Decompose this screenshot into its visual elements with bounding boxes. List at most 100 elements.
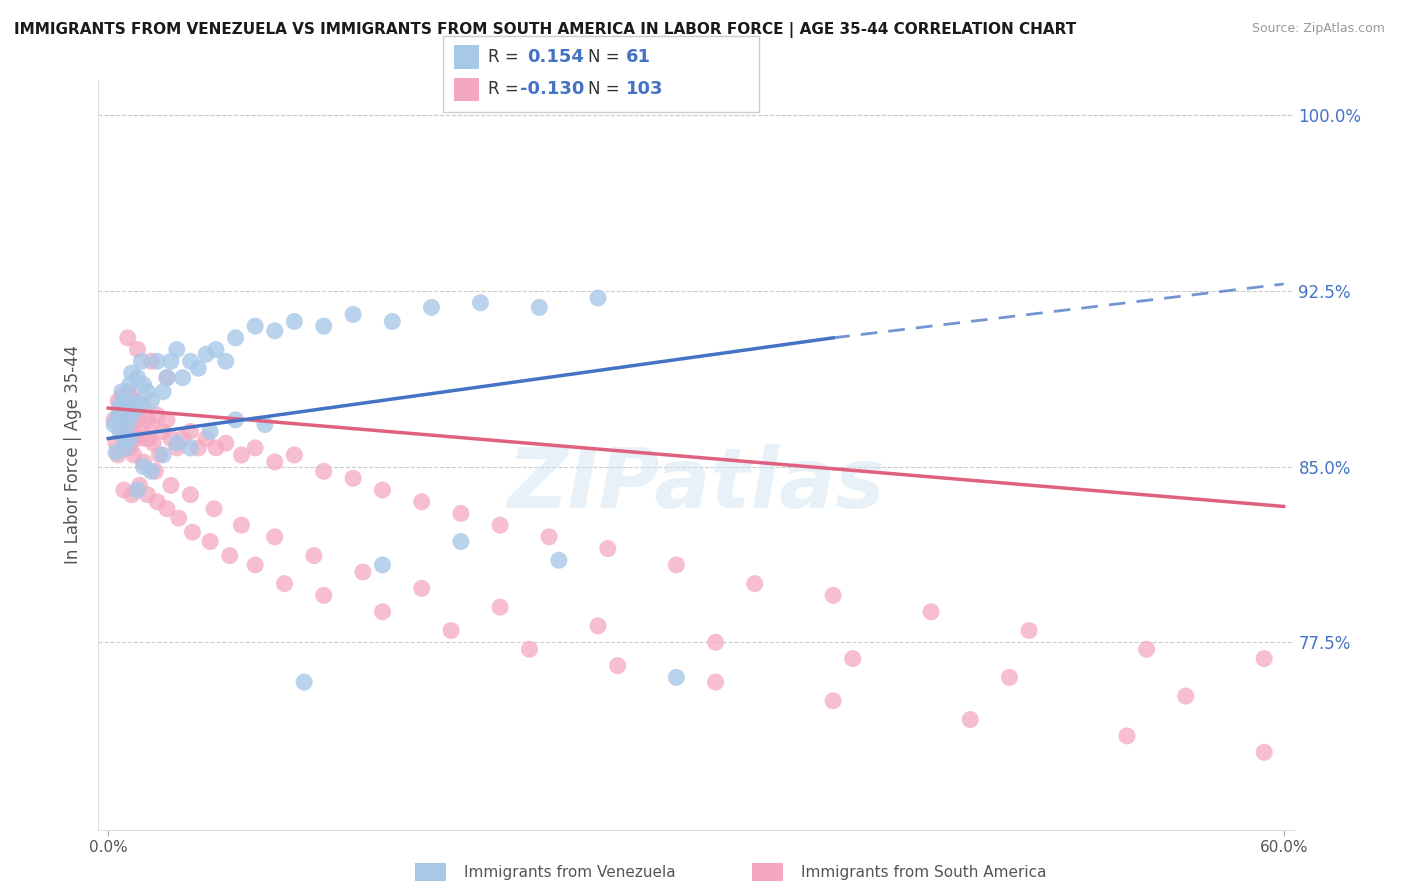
Point	[112, 483, 135, 497]
Point	[195, 347, 218, 361]
Point	[107, 408, 129, 422]
Text: Immigrants from South America: Immigrants from South America	[801, 865, 1047, 880]
Point	[117, 432, 139, 446]
Point	[122, 394, 145, 409]
Text: 103: 103	[626, 80, 664, 98]
Point	[118, 441, 141, 455]
Point	[111, 413, 134, 427]
Point	[823, 694, 845, 708]
Point	[218, 549, 240, 563]
Point	[105, 445, 128, 459]
Point	[586, 291, 609, 305]
Point	[112, 401, 135, 415]
Point	[371, 483, 394, 497]
Point	[128, 399, 150, 413]
Point	[959, 713, 981, 727]
Point	[312, 319, 335, 334]
Text: 0.154: 0.154	[527, 48, 583, 66]
Point	[132, 455, 155, 469]
Point	[160, 432, 183, 446]
Point	[529, 301, 551, 315]
Point	[215, 354, 238, 368]
Point	[124, 401, 146, 415]
Point	[489, 518, 512, 533]
Point	[586, 619, 609, 633]
Point	[115, 441, 138, 455]
Point	[117, 399, 139, 413]
Point	[450, 507, 472, 521]
Point	[112, 432, 135, 446]
Point	[134, 432, 156, 446]
Point	[136, 384, 159, 399]
Point	[141, 394, 163, 409]
Point	[111, 389, 134, 403]
Point	[108, 408, 131, 422]
Point	[187, 361, 209, 376]
Point	[263, 530, 285, 544]
Point	[172, 432, 194, 446]
Point	[823, 588, 845, 602]
Point	[202, 501, 225, 516]
Point	[1135, 642, 1157, 657]
Text: R =: R =	[488, 80, 519, 98]
Point	[381, 314, 404, 328]
Point	[225, 331, 247, 345]
Point	[704, 635, 727, 649]
Point	[1018, 624, 1040, 638]
Point	[136, 413, 159, 427]
Point	[744, 576, 766, 591]
Point	[160, 478, 183, 492]
Point	[121, 432, 143, 446]
Point	[121, 408, 143, 422]
Point	[342, 471, 364, 485]
Point	[273, 576, 295, 591]
Point	[156, 370, 179, 384]
Point	[115, 394, 138, 409]
Point	[166, 343, 188, 357]
Point	[225, 413, 247, 427]
Point	[121, 366, 143, 380]
Point	[172, 370, 194, 384]
Point	[128, 478, 150, 492]
Point	[179, 441, 201, 455]
Point	[519, 642, 541, 657]
Point	[205, 343, 228, 357]
Point	[117, 331, 139, 345]
Point	[108, 425, 131, 439]
Point	[195, 432, 218, 446]
Point	[665, 670, 688, 684]
Point	[292, 675, 315, 690]
Point	[411, 582, 433, 596]
Point	[118, 377, 141, 392]
Point	[283, 314, 305, 328]
Point	[127, 413, 149, 427]
Point	[148, 448, 170, 462]
Point	[215, 436, 238, 450]
Point	[127, 483, 149, 497]
Point	[537, 530, 560, 544]
Point	[152, 448, 174, 462]
Point	[263, 324, 285, 338]
Point	[132, 399, 155, 413]
Point	[111, 425, 134, 439]
Point	[420, 301, 443, 315]
Text: N =: N =	[588, 80, 619, 98]
Point	[1253, 651, 1275, 665]
Point	[1116, 729, 1139, 743]
Point	[231, 448, 253, 462]
Point	[112, 394, 135, 409]
Point	[606, 658, 628, 673]
Point	[146, 408, 169, 422]
Point	[156, 413, 179, 427]
Point	[152, 384, 174, 399]
Point	[312, 588, 335, 602]
Point	[342, 307, 364, 321]
Point	[440, 624, 463, 638]
Point	[489, 600, 512, 615]
Point	[179, 488, 201, 502]
Text: Source: ZipAtlas.com: Source: ZipAtlas.com	[1251, 22, 1385, 36]
Point	[371, 558, 394, 572]
Point	[998, 670, 1021, 684]
Point	[231, 518, 253, 533]
Point	[156, 370, 179, 384]
